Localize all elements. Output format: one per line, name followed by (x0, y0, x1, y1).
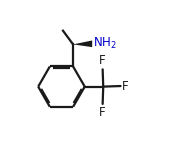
Text: F: F (99, 54, 106, 67)
Polygon shape (73, 40, 92, 47)
Text: F: F (99, 106, 106, 119)
Text: NH$_2$: NH$_2$ (93, 36, 117, 51)
Text: F: F (122, 80, 129, 93)
